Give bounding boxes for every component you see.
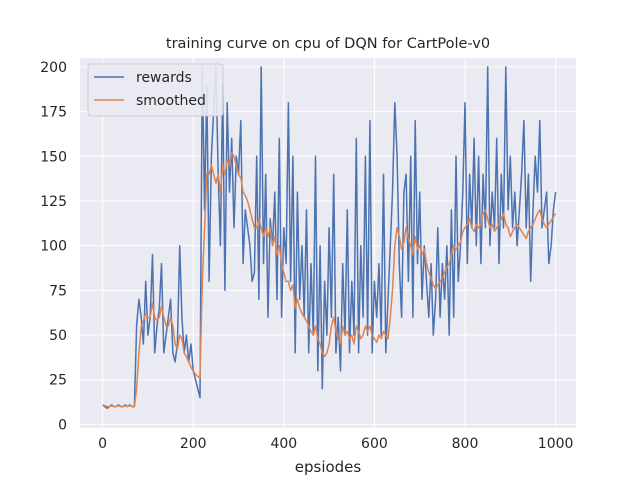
plot-background [80, 58, 576, 428]
y-tick-label: 200 [40, 60, 67, 76]
chart-title: training curve on cpu of DQN for CartPol… [166, 36, 490, 52]
legend-label-rewards: rewards [136, 70, 192, 86]
series-line-rewards [102, 66, 557, 410]
y-tick-label: 50 [49, 328, 67, 344]
x-tick-label: 0 [98, 436, 107, 452]
x-tick-label: 200 [180, 436, 207, 452]
y-tick-label: 100 [40, 239, 67, 255]
series-line-smoothed [102, 151, 557, 408]
x-axis-ticks: 0 200 400 600 800 1000 [98, 436, 573, 452]
y-tick-label: 125 [40, 194, 67, 210]
x-tick-label: 1000 [538, 436, 574, 452]
x-tick-label: 400 [270, 436, 297, 452]
y-tick-label: 175 [40, 105, 67, 121]
legend: rewards smoothed [87, 63, 224, 117]
x-axis-label: epsiodes [295, 458, 362, 476]
x-tick-label: 600 [361, 436, 388, 452]
y-tick-label: 150 [40, 149, 67, 165]
legend-label-smoothed: smoothed [136, 93, 206, 109]
series-layer [102, 66, 557, 410]
y-axis-ticks: 0 25 50 75 100 125 150 175 200 [40, 60, 67, 433]
y-tick-label: 25 [49, 373, 67, 389]
y-tick-label: 75 [49, 283, 67, 299]
y-tick-label: 0 [58, 417, 67, 433]
x-tick-label: 800 [452, 436, 479, 452]
